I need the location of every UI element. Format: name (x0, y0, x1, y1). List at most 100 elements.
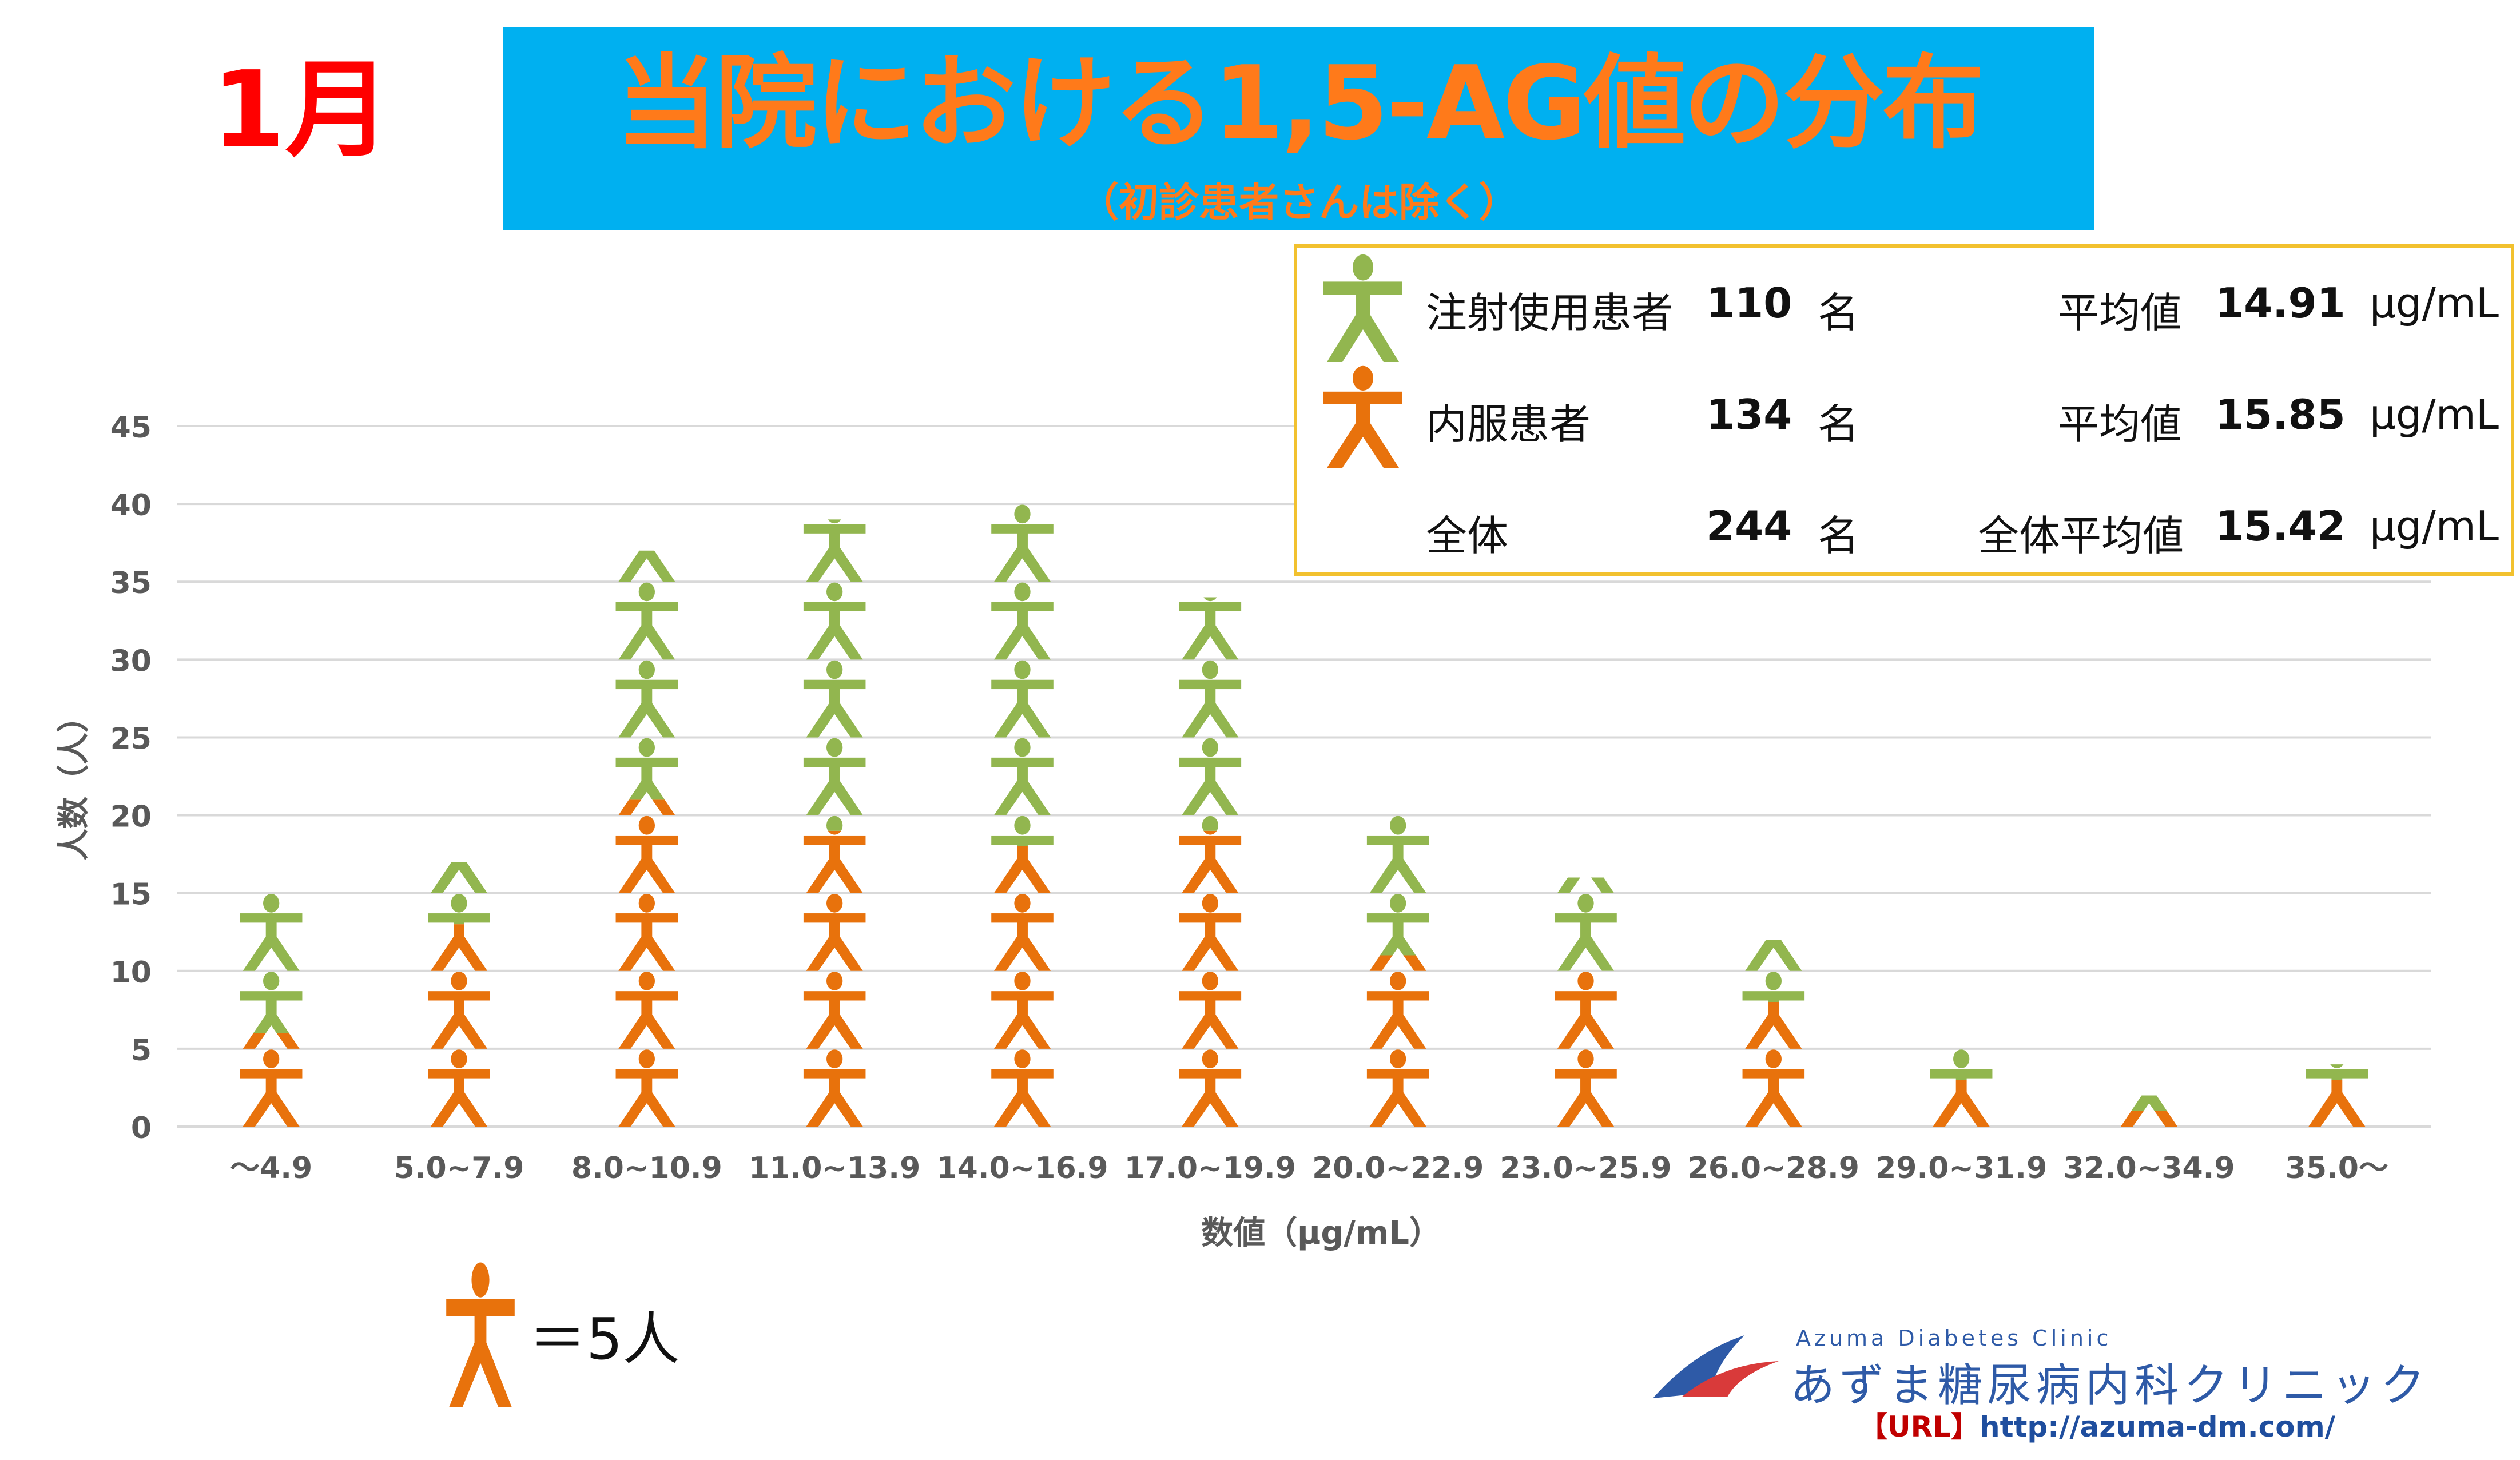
person-icon (803, 582, 866, 660)
person-icon (991, 660, 1054, 738)
person-icon (991, 427, 1054, 504)
bar-segment (803, 830, 866, 1127)
x-tick-label: ～4.9 (230, 1151, 312, 1185)
person-icon (615, 660, 678, 738)
bar-segment (2306, 972, 2368, 1080)
person-icon (1555, 738, 1617, 815)
person-icon (1742, 1049, 1805, 1127)
person-icon (1933, 1048, 1990, 1049)
person-icon (615, 1049, 678, 1127)
person-icon (1179, 738, 1242, 815)
bar-segment (803, 427, 866, 831)
chart-title: 当院における1,5-AG値の分布 (615, 44, 1984, 162)
person-icon (2118, 972, 2180, 1049)
person-icon (991, 504, 1054, 582)
x-tick-label: 35.0～ (2286, 1151, 2388, 1185)
person-icon (1557, 877, 1615, 893)
chart-subtitle: （初診患者さんは除く） (1079, 179, 1519, 226)
person-icon (991, 582, 1054, 660)
person-icon (615, 738, 678, 800)
person-icon (1202, 815, 1218, 831)
legend-unit-injection: μg/mL (2370, 279, 2499, 327)
person-icon (240, 1049, 303, 1127)
clinic-name-en: Azuma Diabetes Clinic (1796, 1326, 2112, 1351)
person-icon (2118, 972, 2180, 1049)
y-tick-label: 15 (110, 878, 152, 912)
person-icon (2131, 1095, 2167, 1111)
x-tick-label: 17.0~19.9 (1124, 1151, 1296, 1185)
person-icon (615, 815, 678, 893)
x-axis-title: 数値（μg/mL） (1201, 1215, 1441, 1252)
person-icon (1367, 738, 1429, 815)
person-icon (430, 924, 488, 971)
person-icon (804, 427, 866, 504)
bar-segment (991, 427, 1054, 846)
x-tick-label: 26.0~28.9 (1688, 1151, 1859, 1185)
bar-segment (1555, 738, 1617, 971)
legend-avg-label-total: 全体平均値 (1978, 512, 2184, 560)
person-icon (1369, 955, 1426, 971)
y-tick-label: 35 (110, 566, 152, 600)
title-banner: 当院における1,5-AG値の分布 （初診患者さんは除く） (503, 27, 2094, 230)
person-icon (2306, 972, 2368, 1049)
person-icon (803, 894, 866, 971)
bar-segment (1930, 972, 1993, 1127)
x-tick-label: 8.0~10.9 (571, 1151, 722, 1185)
legend-green-person-icon (1323, 254, 1402, 362)
person-icon (993, 846, 1051, 893)
legend-avg-oral: 15.85 (2215, 391, 2346, 439)
person-icon (430, 862, 488, 893)
legend-count-injection: 110 (1706, 279, 1792, 327)
bar-segment (1179, 830, 1242, 1127)
legend-avg-label-oral: 平均値 (2058, 400, 2182, 448)
person-icon (803, 660, 866, 738)
x-tick-label: 32.0~34.9 (2063, 1151, 2235, 1185)
x-tick-label: 5.0~7.9 (394, 1151, 524, 1185)
y-tick-label: 30 (110, 644, 152, 678)
legend-orange-person-icon (1323, 365, 1402, 468)
person-icon (1366, 972, 1429, 1049)
person-icon (618, 799, 675, 815)
month-label: 1月 (212, 48, 391, 172)
person-icon (1179, 830, 1242, 893)
person-icon (803, 519, 866, 582)
person-icon (2308, 1080, 2366, 1127)
clinic-logo-icon (1653, 1335, 1779, 1398)
legend-count-unit-injection: 名 (1818, 289, 1859, 337)
bar-segment (428, 738, 490, 925)
person-icon (618, 550, 675, 582)
legend-label-injection: 注射使用患者 (1426, 289, 1674, 337)
person-icon (1930, 972, 1993, 1049)
person-icon (428, 894, 490, 925)
person-icon (1933, 1080, 1990, 1127)
person-icon (1179, 504, 1242, 582)
person-icon (991, 815, 1054, 846)
person-icon (1555, 972, 1617, 1049)
bar-segment (1366, 955, 1429, 1127)
person-icon (991, 894, 1054, 971)
person-icon (803, 1049, 866, 1127)
person-icon (428, 972, 490, 1049)
y-tick-label: 45 (110, 411, 152, 445)
person-icon (803, 972, 866, 1049)
person-icon (826, 815, 843, 831)
person-icon (1179, 1049, 1242, 1127)
person-icon (1555, 1049, 1617, 1127)
bar-segment (240, 1033, 303, 1127)
person-icon (1179, 894, 1242, 971)
person-icon (240, 816, 303, 893)
person-icon (1743, 816, 1805, 893)
person-icon (803, 830, 866, 893)
bar-segment (2308, 1080, 2366, 1127)
person-icon (428, 738, 490, 815)
person-icon (240, 972, 303, 1033)
person-icon (615, 582, 678, 660)
unit-note: ＝5人 (529, 1306, 680, 1373)
y-tick-label: 25 (110, 722, 152, 756)
bar-segment (1366, 738, 1429, 956)
person-icon (1745, 940, 1802, 971)
clinic-url-link[interactable]: http://azuma-dm.com/ (1979, 1410, 2335, 1443)
bar-segment (1555, 972, 1617, 1127)
person-icon (1743, 894, 1805, 971)
